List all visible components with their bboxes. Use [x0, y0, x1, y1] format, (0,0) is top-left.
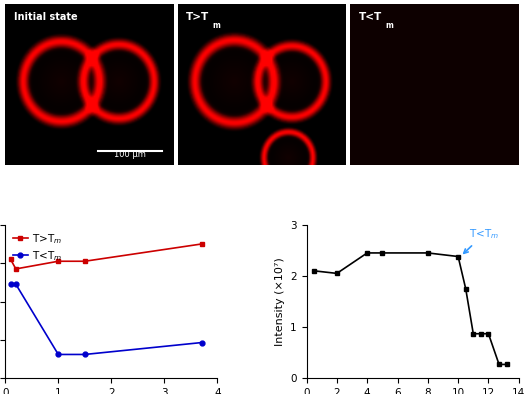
Text: T>T: T>T [186, 12, 210, 22]
Text: 100 μm: 100 μm [114, 150, 146, 159]
Text: m: m [385, 21, 393, 30]
Legend: T>T$_m$, T<T$_m$: T>T$_m$, T<T$_m$ [10, 230, 64, 265]
Text: T<T: T<T [359, 12, 382, 22]
Text: T<T$_m$: T<T$_m$ [464, 227, 499, 253]
Text: m: m [212, 21, 220, 30]
Y-axis label: Intensity (×10⁷): Intensity (×10⁷) [275, 257, 285, 346]
Text: Initial state: Initial state [14, 12, 77, 22]
